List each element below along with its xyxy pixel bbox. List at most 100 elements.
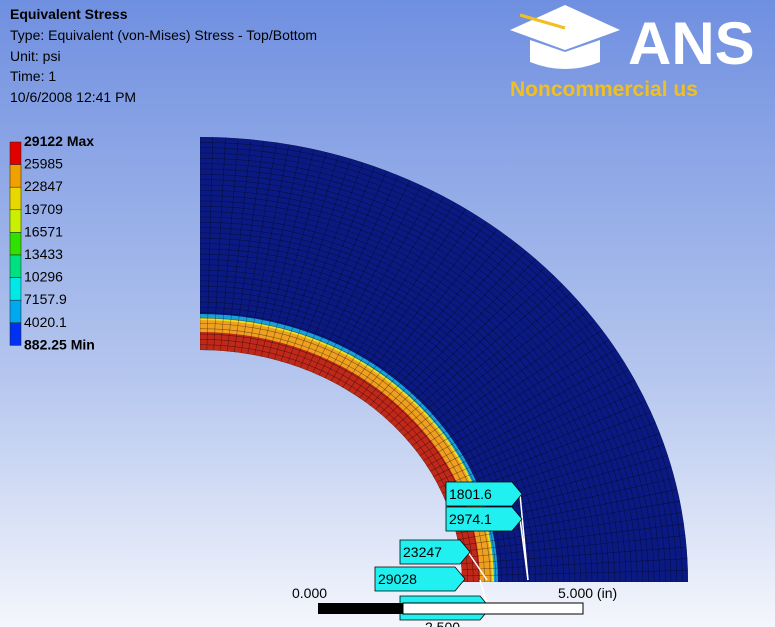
mesh-line — [423, 349, 617, 462]
mesh-line — [200, 189, 632, 582]
mesh-line — [206, 137, 214, 351]
time-line: Time: 1 — [10, 68, 56, 84]
legend-label: 19709 — [24, 201, 63, 217]
mesh-line — [274, 155, 339, 360]
mesh-line — [200, 163, 661, 582]
mesh-line — [348, 215, 477, 391]
mesh-line — [436, 390, 641, 483]
mesh-line — [306, 175, 399, 371]
probe-leader — [467, 551, 488, 581]
mesh-line — [280, 158, 352, 362]
legend: 29122 Max 25985 22847 19709 16571 13433 10296 7… — [9, 133, 95, 352]
mesh-line — [200, 137, 688, 582]
mesh-line — [200, 184, 638, 582]
mesh-line — [399, 292, 572, 432]
legend-swatch — [9, 232, 22, 256]
probe-label: 1801.6 — [449, 486, 492, 502]
mesh-line — [461, 558, 688, 571]
mesh-line — [353, 221, 488, 395]
legend-label: 10296 — [24, 269, 63, 285]
legend-label: 13433 — [24, 246, 63, 262]
mesh-line — [364, 235, 508, 402]
mesh-line — [200, 205, 615, 582]
probe-label: 2974.1 — [449, 511, 492, 527]
mesh-line — [342, 208, 467, 388]
mesh-line — [267, 152, 327, 358]
mesh-line — [411, 320, 595, 446]
mesh-line — [240, 142, 277, 353]
mesh-line — [200, 237, 581, 582]
mesh-line — [220, 138, 239, 351]
legend-swatch — [9, 186, 22, 211]
mesh-line — [299, 170, 388, 368]
mesh-line — [458, 512, 683, 547]
mesh-line — [200, 259, 559, 582]
legend-label: 29122 Max — [24, 133, 94, 149]
mesh-line — [200, 179, 644, 582]
mesh-line — [200, 142, 683, 582]
mesh-line — [200, 211, 610, 582]
header: Equivalent Stress Type: Equivalent (von-… — [10, 6, 317, 105]
type-line: Type: Equivalent (von-Mises) Stress - To… — [10, 27, 317, 43]
logo-tagline: Noncommercial us — [510, 78, 698, 101]
mesh-line — [359, 228, 498, 399]
probe-box — [445, 506, 523, 532]
legend-label: 25985 — [24, 156, 63, 172]
mesh-line — [227, 139, 252, 352]
legend-swatch — [9, 277, 22, 301]
mesh-line — [330, 196, 445, 382]
legend-swatch — [9, 254, 22, 278]
scale-right: 5.000 (in) — [558, 585, 617, 601]
mesh-line — [461, 570, 688, 577]
mesh-line — [200, 216, 604, 582]
mesh-line — [441, 411, 651, 494]
mesh-line — [200, 253, 564, 582]
probe-label: 29028 — [378, 571, 417, 587]
mesh-line — [375, 251, 527, 410]
mesh-line — [200, 200, 621, 582]
date-line: 10/6/2008 12:41 PM — [10, 89, 136, 105]
legend-swatch — [9, 322, 22, 346]
legend-swatch — [9, 299, 22, 324]
legend-swatch — [9, 209, 22, 233]
mesh-line — [287, 162, 364, 364]
legend-label: 22847 — [24, 178, 63, 194]
legend-swatch — [9, 164, 22, 188]
scale-left: 0.000 — [292, 585, 327, 601]
legend-label: 882.25 Min — [24, 336, 95, 352]
mesh-line — [380, 258, 537, 414]
probe-leader — [519, 518, 529, 581]
mesh-line — [213, 137, 226, 351]
mesh-line — [459, 523, 684, 553]
mesh-line — [200, 264, 553, 582]
mesh-line — [433, 379, 635, 477]
probe-box — [445, 481, 523, 507]
mesh-line — [415, 329, 603, 451]
probe-box — [374, 566, 466, 592]
mesh-line — [430, 369, 629, 472]
mesh-line — [324, 190, 434, 379]
legend-label: 7157.9 — [24, 291, 67, 307]
mesh-line — [318, 185, 422, 376]
mesh-line — [426, 359, 623, 467]
mesh-line — [200, 173, 649, 582]
mesh-line — [200, 243, 576, 582]
mesh-line — [385, 267, 546, 419]
mesh-line — [389, 275, 555, 423]
probe-label: 23247 — [403, 544, 442, 560]
mesh-line — [200, 227, 593, 582]
mesh-line — [439, 400, 646, 488]
mesh-line — [200, 152, 672, 582]
mesh-line — [247, 144, 290, 354]
logo-text: ANS — [628, 10, 755, 77]
mesh-line — [200, 168, 655, 582]
mesh-line — [369, 243, 518, 406]
mesh-line — [260, 149, 315, 357]
mesh-line — [457, 500, 680, 541]
scale-bar: 0.000 5.000 (in) 2.500 — [292, 585, 617, 627]
mesh-line — [336, 202, 456, 385]
title: Equivalent Stress — [10, 6, 128, 22]
legend-label: 16571 — [24, 223, 63, 239]
unit-line: Unit: psi — [10, 48, 61, 64]
